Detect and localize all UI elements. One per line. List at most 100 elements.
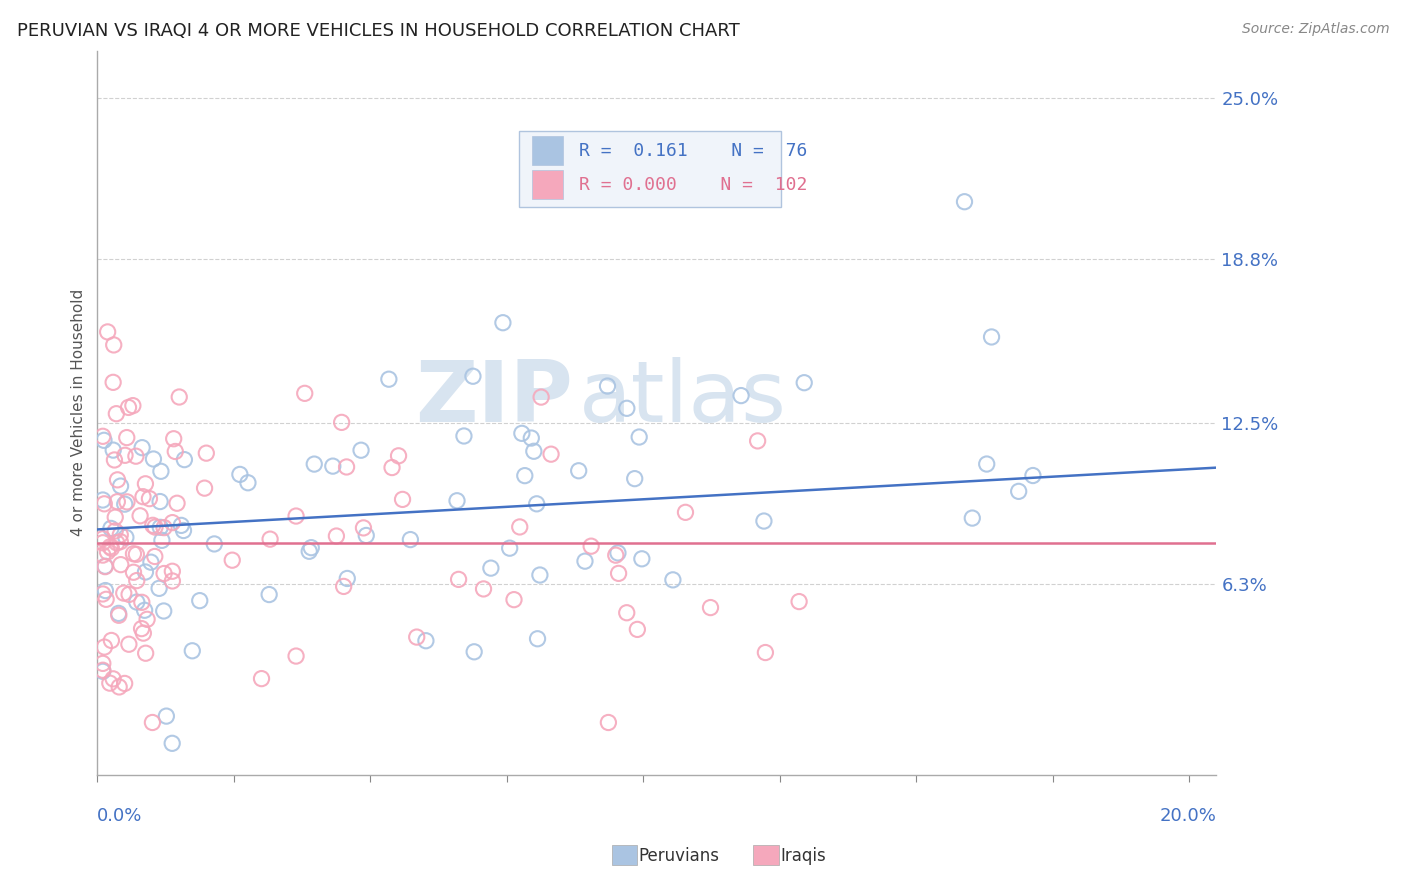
Point [122, 566, 145, 580]
Point [100, 633, 122, 648]
Point [105, 407, 128, 421]
Point [125, 595, 148, 609]
Point [463, 645, 485, 659]
Point [112, 586, 135, 600]
Point [381, 460, 404, 475]
Point [114, 676, 136, 690]
Point [153, 566, 176, 581]
Point [104, 524, 127, 538]
Point [115, 530, 138, 544]
Point [103, 443, 125, 458]
Point [97, 325, 120, 339]
Point [607, 566, 630, 581]
Point [91, 665, 114, 679]
Point [173, 452, 195, 467]
Point [93, 434, 115, 448]
Point [100, 521, 122, 535]
Point [229, 467, 252, 482]
Point [193, 481, 215, 495]
Point [125, 547, 148, 561]
Point [107, 607, 129, 621]
Text: R =  0.161    N =  76: R = 0.161 N = 76 [579, 142, 807, 160]
Point [415, 633, 437, 648]
Point [91, 587, 114, 601]
Point [101, 376, 124, 390]
Point [285, 649, 308, 664]
Point [134, 565, 156, 579]
Point [391, 492, 413, 507]
Point [350, 443, 373, 458]
Point [335, 459, 357, 474]
Point [141, 715, 163, 730]
Point [118, 637, 141, 651]
Point [520, 431, 543, 445]
Point [1008, 484, 1031, 499]
Point [336, 571, 359, 585]
Point [94, 592, 117, 607]
Point [479, 561, 502, 575]
Point [143, 549, 166, 564]
Point [953, 194, 976, 209]
Point [107, 473, 129, 487]
Point [114, 497, 136, 511]
Point [91, 548, 114, 562]
Point [166, 496, 188, 510]
Point [596, 379, 619, 393]
Point [162, 516, 184, 530]
Point [91, 535, 114, 549]
Point [568, 464, 591, 478]
Point [122, 547, 145, 561]
Point [170, 518, 193, 533]
Y-axis label: 4 or more Vehicles in Household: 4 or more Vehicles in Household [72, 289, 86, 536]
Point [136, 612, 159, 626]
Point [526, 497, 548, 511]
Point [105, 536, 128, 550]
Point [110, 534, 132, 549]
Point [513, 468, 536, 483]
Point [529, 568, 551, 582]
Point [730, 388, 752, 402]
Point [155, 709, 177, 723]
Point [747, 434, 769, 448]
Point [108, 680, 131, 694]
Point [257, 588, 280, 602]
Point [142, 518, 165, 533]
Point [131, 441, 153, 455]
Point [131, 622, 153, 636]
Point [509, 520, 531, 534]
Point [221, 553, 243, 567]
Point [103, 338, 125, 352]
Point [94, 559, 117, 574]
Point [163, 432, 186, 446]
Point [530, 390, 553, 404]
Point [132, 626, 155, 640]
Point [540, 447, 562, 461]
Point [354, 528, 377, 542]
Point [330, 416, 353, 430]
Point [139, 555, 162, 569]
Point [616, 401, 638, 416]
Point [298, 544, 321, 558]
Point [125, 574, 148, 588]
Text: Source: ZipAtlas.com: Source: ZipAtlas.com [1241, 22, 1389, 37]
Point [259, 532, 281, 546]
Point [675, 505, 697, 519]
Point [526, 632, 548, 646]
Point [752, 514, 775, 528]
Point [236, 475, 259, 490]
Point [149, 494, 172, 508]
Point [152, 604, 174, 618]
Point [294, 386, 316, 401]
Point [162, 564, 184, 578]
Text: Iraqis: Iraqis [780, 847, 827, 864]
Point [446, 493, 468, 508]
Point [353, 521, 375, 535]
Point [115, 431, 138, 445]
Point [598, 715, 620, 730]
Point [96, 545, 118, 559]
Point [461, 369, 484, 384]
Point [150, 533, 173, 548]
Point [195, 446, 218, 460]
Point [1022, 468, 1045, 483]
Point [322, 459, 344, 474]
